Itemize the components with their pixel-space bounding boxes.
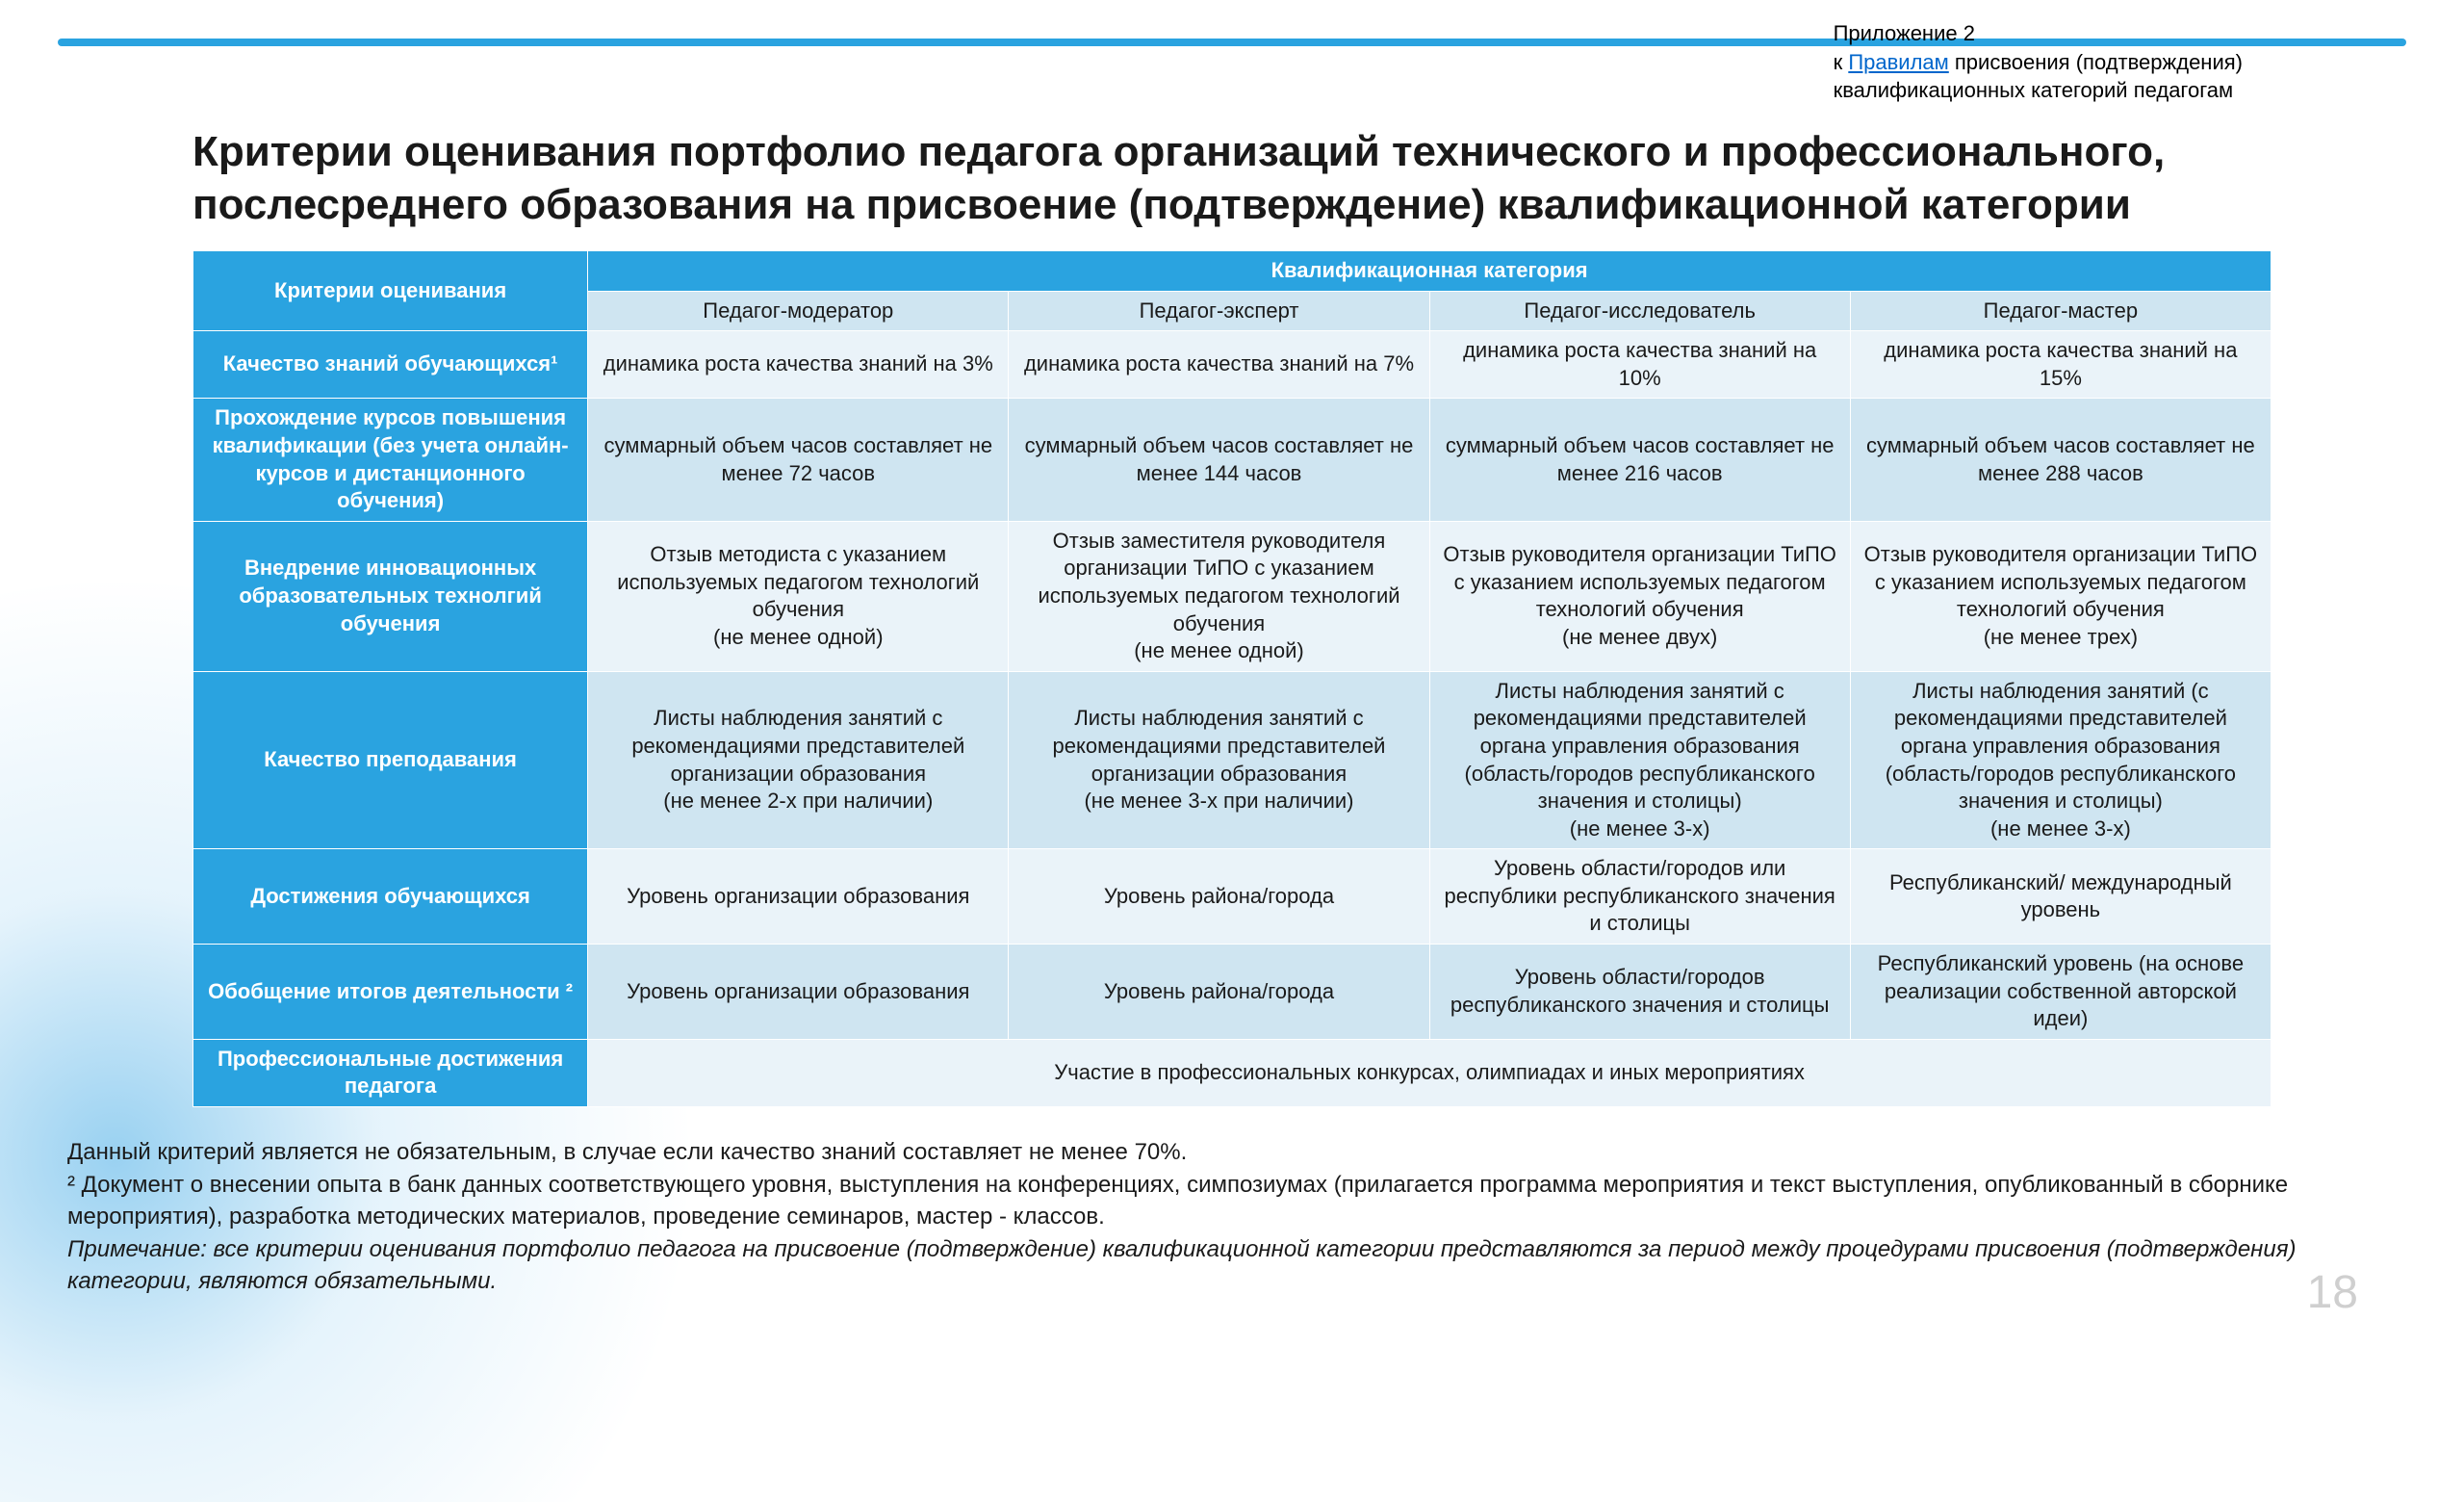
- footnote-1: Данный критерий является не обязательным…: [67, 1136, 2397, 1169]
- footnotes: Данный критерий является не обязательным…: [67, 1136, 2397, 1298]
- cell-5-2: Уровень области/городов республиканского…: [1429, 945, 1850, 1040]
- row-label-5: Обобщение итогов деятельности ²: [193, 945, 588, 1040]
- cell-4-0: Уровень организации образования: [588, 849, 1009, 945]
- cell-3-0: Листы наблюдения занятий с рекомендациям…: [588, 671, 1009, 849]
- header-category-span: Квалификационная категория: [588, 251, 2272, 292]
- column-header-2: Педагог-исследователь: [1429, 291, 1850, 331]
- page-number: 18: [2307, 1266, 2358, 1319]
- cell-4-1: Уровень района/города: [1009, 849, 1429, 945]
- criteria-table: Критерии оцениванияКвалификационная кате…: [192, 250, 2272, 1107]
- cell-3-3: Листы наблюдения занятий (с рекомендация…: [1850, 671, 2271, 849]
- cell-0-0: динамика роста качества знаний на 3%: [588, 331, 1009, 399]
- appendix-block: Приложение 2 к Правилам присвоения (подт…: [1834, 19, 2243, 105]
- cell-4-3: Республиканский/ международный уровень: [1850, 849, 2271, 945]
- column-header-1: Педагог-эксперт: [1009, 291, 1429, 331]
- cell-2-1: Отзыв заместителя руководителя организац…: [1009, 521, 1429, 671]
- cell-1-2: суммарный объем часов составляет не мене…: [1429, 399, 1850, 521]
- row-label-3: Качество преподавания: [193, 671, 588, 849]
- cell-5-3: Республиканский уровень (на основе реали…: [1850, 945, 2271, 1040]
- cell-2-3: Отзыв руководителя организации ТиПО с ук…: [1850, 521, 2271, 671]
- cell-1-1: суммарный объем часов составляет не мене…: [1009, 399, 1429, 521]
- cell-1-0: суммарный объем часов составляет не мене…: [588, 399, 1009, 521]
- cell-2-0: Отзыв методиста с указанием используемых…: [588, 521, 1009, 671]
- appendix-line2: к Правилам присвоения (подтверждения): [1834, 48, 2243, 77]
- cell-5-1: Уровень района/города: [1009, 945, 1429, 1040]
- cell-3-1: Листы наблюдения занятий с рекомендациям…: [1009, 671, 1429, 849]
- row-label-6: Профессиональные достижения педагога: [193, 1039, 588, 1106]
- appendix-line3: квалификационных категорий педагогам: [1834, 76, 2243, 105]
- row-label-4: Достижения обучающихся: [193, 849, 588, 945]
- cell-3-2: Листы наблюдения занятий с рекомендациям…: [1429, 671, 1850, 849]
- row-label-2: Внедрение инновационных образовательных …: [193, 521, 588, 671]
- row-label-0: Качество знаний обучающихся¹: [193, 331, 588, 399]
- cell-0-2: динамика роста качества знаний на 10%: [1429, 331, 1850, 399]
- column-header-0: Педагог-модератор: [588, 291, 1009, 331]
- footnote-note: Примечание: все критерии оценивания порт…: [67, 1233, 2397, 1298]
- cell-1-3: суммарный объем часов составляет не мене…: [1850, 399, 2271, 521]
- row-label-1: Прохождение курсов повышения квалификаци…: [193, 399, 588, 521]
- page-title: Критерии оценивания портфолио педагога о…: [192, 125, 2272, 231]
- cell-0-1: динамика роста качества знаний на 7%: [1009, 331, 1429, 399]
- header-criteria: Критерии оценивания: [193, 251, 588, 331]
- cell-0-3: динамика роста качества знаний на 15%: [1850, 331, 2271, 399]
- page-content: Критерии оценивания портфолио педагога о…: [192, 125, 2272, 1107]
- cell-4-2: Уровень области/городов или республики р…: [1429, 849, 1850, 945]
- cell-2-2: Отзыв руководителя организации ТиПО с ук…: [1429, 521, 1850, 671]
- footnote-2: ² Документ о внесении опыта в банк данны…: [67, 1169, 2397, 1233]
- column-header-3: Педагог-мастер: [1850, 291, 2271, 331]
- cell-5-0: Уровень организации образования: [588, 945, 1009, 1040]
- row-merged-6: Участие в профессиональных конкурсах, ол…: [588, 1039, 2272, 1106]
- rules-link[interactable]: Правилам: [1848, 50, 1948, 74]
- appendix-line1: Приложение 2: [1834, 19, 2243, 48]
